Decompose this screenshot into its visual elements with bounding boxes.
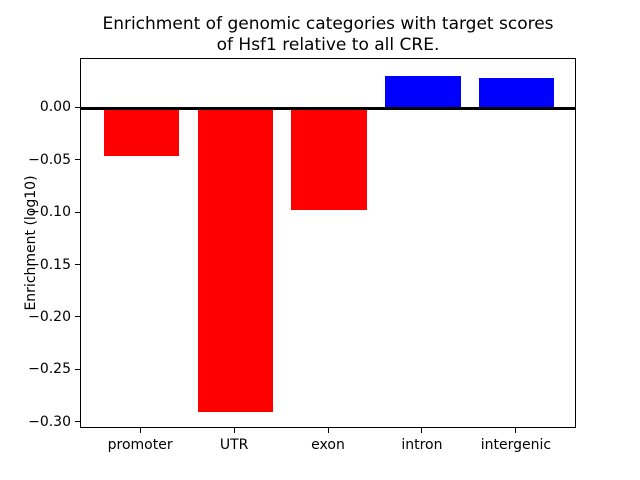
x-tick-mark [139, 428, 141, 433]
y-tick-mark [75, 421, 80, 423]
y-tick-mark [75, 106, 80, 108]
x-tick-label-intergenic: intergenic [480, 437, 552, 453]
x-tick-label-UTR: UTR [219, 437, 249, 453]
x-tick-mark [515, 428, 517, 433]
y-tick-label: −0.30 [28, 413, 71, 430]
x-tick-mark [327, 428, 329, 433]
bar-intron [385, 75, 461, 109]
x-tick-label-promoter: promoter [107, 437, 173, 453]
x-tick-mark [421, 428, 423, 433]
y-tick-label: −0.05 [28, 151, 71, 168]
x-tick-mark [233, 428, 235, 433]
y-tick-label: 0.00 [39, 99, 71, 116]
y-tick-mark [75, 159, 80, 161]
x-tick-label-exon: exon [311, 437, 345, 453]
y-tick-label: −0.25 [28, 361, 71, 378]
x-tick-label-intron: intron [401, 437, 443, 453]
y-tick-label: −0.15 [28, 256, 71, 273]
plot-area [80, 58, 576, 428]
y-tick-mark [75, 316, 80, 318]
zero-line [81, 106, 575, 110]
y-tick-mark [75, 368, 80, 370]
y-tick-mark [75, 264, 80, 265]
bar-promoter [103, 108, 179, 157]
bar-exon [291, 108, 367, 210]
bar-intergenic [479, 77, 555, 109]
y-tick-label: −0.20 [28, 308, 71, 325]
y-axis-label: Enrichment (log10) [23, 175, 39, 311]
chart-title: Enrichment of genomic categories with ta… [102, 14, 554, 55]
y-tick-label: −0.10 [28, 204, 71, 221]
bar-UTR [197, 108, 273, 413]
y-tick-mark [75, 211, 80, 213]
